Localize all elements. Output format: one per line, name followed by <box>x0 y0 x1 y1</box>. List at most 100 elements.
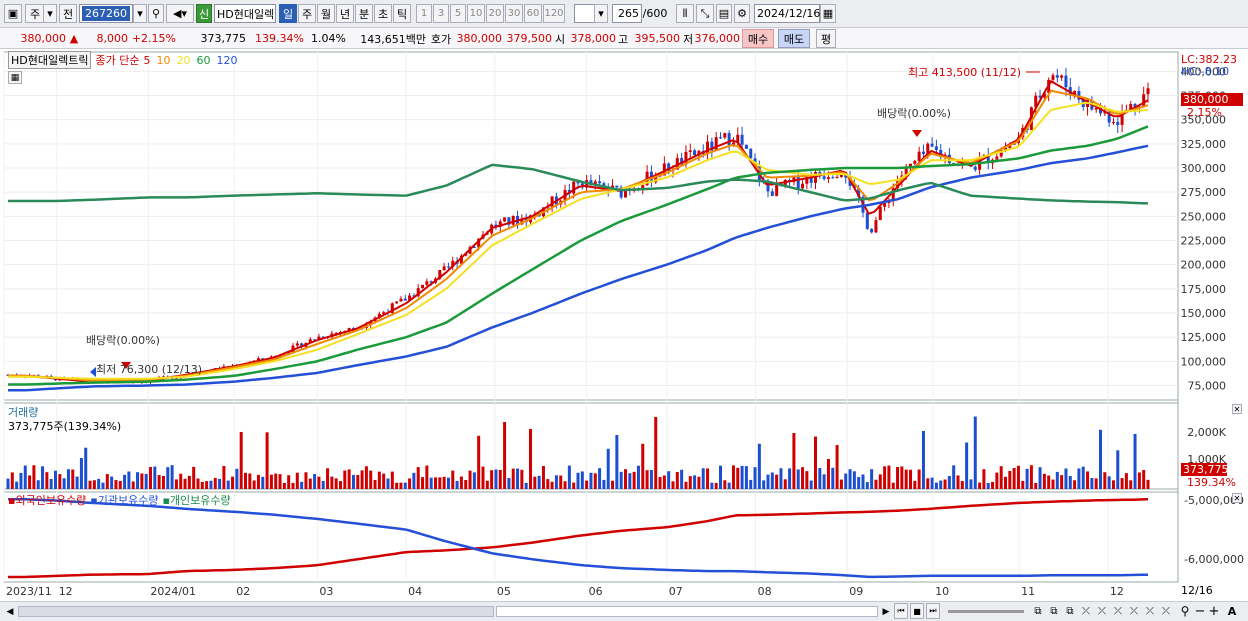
volume-bar <box>356 475 360 489</box>
flat-button[interactable]: 평 <box>816 29 836 48</box>
period-button-4[interactable]: 분 <box>355 4 373 23</box>
sound-icon[interactable]: ◀▾ <box>166 4 194 23</box>
volume-bar <box>706 468 710 489</box>
date-input[interactable]: 2024/12/16 <box>754 4 820 23</box>
zoom-in-icon[interactable]: + <box>1208 603 1220 619</box>
close-icon[interactable]: ✕ <box>1232 404 1242 414</box>
interval-button-120[interactable]: 120 <box>543 4 565 23</box>
candle-body <box>408 295 412 301</box>
volume-bar <box>218 478 222 489</box>
scroll-right-icon[interactable]: ▶ <box>882 606 890 617</box>
volume-bar <box>425 465 429 489</box>
candle-body <box>740 134 744 145</box>
zoom-in-search-icon[interactable]: ⚲ <box>1180 604 1190 618</box>
search-icon[interactable]: ⚲ <box>148 4 164 23</box>
volume-bar <box>334 478 338 489</box>
indicator-icon[interactable]: ⤫ <box>1098 605 1106 617</box>
chevron-down-icon[interactable]: ▾ <box>43 4 57 23</box>
indicator-icon[interactable]: ⤫ <box>1114 605 1122 617</box>
scroll-left-icon[interactable]: ◀ <box>6 606 14 617</box>
copy-icon[interactable]: ⧉ <box>1050 605 1058 617</box>
gear-icon[interactable]: ⚙ <box>734 4 750 23</box>
y-tick-label: 125,000 <box>1181 331 1227 344</box>
volume-bar <box>822 474 826 489</box>
stop-icon[interactable]: ■ <box>910 603 924 619</box>
volume-bar <box>563 481 567 489</box>
volume-bar <box>719 465 722 489</box>
zoom-out-icon[interactable]: − <box>1194 603 1206 619</box>
chevron-down-icon[interactable]: ▾ <box>133 4 147 23</box>
count-input[interactable]: 265 <box>612 4 642 23</box>
volume-bar <box>731 465 735 489</box>
period-button-1[interactable]: 주 <box>298 4 316 23</box>
interval-button-30[interactable]: 30 <box>505 4 523 23</box>
candle-body <box>321 336 325 338</box>
buy-button[interactable]: 매수 <box>742 29 774 48</box>
indicator-icon[interactable]: ⤫ <box>1162 605 1170 617</box>
scroll-track[interactable] <box>18 606 494 617</box>
high: 395,500 <box>634 32 681 45</box>
candle-body <box>442 266 446 271</box>
save-icon[interactable]: ▤ <box>716 4 732 23</box>
close-icon[interactable]: ✕ <box>1232 493 1242 503</box>
period-button-0[interactable]: 일 <box>279 4 297 23</box>
pct: +2.15% <box>131 32 176 45</box>
y-ticks: 400,000375,000350,000325,000300,000275,0… <box>1181 65 1245 566</box>
volume-bar <box>529 429 532 489</box>
draw-tool-icon[interactable]: ⤡ <box>696 4 714 23</box>
interval-button-1[interactable]: 1 <box>416 4 432 23</box>
indicator-icon[interactable]: ⤫ <box>1146 605 1154 617</box>
period-button-6[interactable]: 틱 <box>393 4 411 23</box>
candle-body <box>775 183 779 196</box>
candle-icon[interactable]: ⫴ <box>676 4 694 23</box>
indicator-icon[interactable]: ⤫ <box>1082 605 1090 617</box>
holding-tick-label: -5,000,000 <box>1184 494 1244 507</box>
indicator-icon[interactable]: ⤫ <box>1130 605 1138 617</box>
ma-legend: 5 10 20 60 120 <box>143 54 237 67</box>
first-icon[interactable]: ⏮ <box>894 603 908 619</box>
sell-button[interactable]: 매도 <box>778 29 810 48</box>
period-button-5[interactable]: 초 <box>374 4 392 23</box>
high-annotation: 최고 413,500 (11/12) <box>908 66 1021 79</box>
candle-body <box>826 177 830 179</box>
volume-bar <box>1146 479 1150 489</box>
stock-label[interactable]: HD현대일렉트릭 <box>8 51 92 69</box>
table-icon[interactable]: ▦ <box>8 71 22 84</box>
volume-bar <box>347 469 351 489</box>
interval-button-20[interactable]: 20 <box>486 4 504 23</box>
volume-bar <box>32 465 36 489</box>
volume-bar <box>343 470 347 489</box>
calendar-icon[interactable]: ▦ <box>820 4 836 23</box>
open: 378,000 <box>570 32 617 45</box>
candle-body <box>317 336 321 340</box>
copy-icon[interactable]: ⧉ <box>1066 605 1074 617</box>
scroll-bar[interactable]: ◀ ▶ ⏮ ■ ⏭ ⧉ ⧉ ⧉ ⤫ ⤫ ⤫ ⤫ ⤫ ⤫ ⚲ − + A <box>0 601 1248 621</box>
type-select-2[interactable]: 전 <box>59 4 77 23</box>
period-button-2[interactable]: 월 <box>317 4 335 23</box>
volume-bar <box>429 477 433 489</box>
volume-bar <box>710 482 714 489</box>
volume-bar <box>965 442 969 489</box>
interval-button-60[interactable]: 60 <box>524 4 542 23</box>
volume-bar <box>934 482 938 489</box>
interval-button-3[interactable]: 3 <box>433 4 449 23</box>
x-tick-label: 04 <box>408 585 422 598</box>
volume-bar <box>1094 478 1098 489</box>
code-input[interactable]: 267260 <box>79 4 133 23</box>
font-icon[interactable]: A <box>1227 604 1237 618</box>
copy-icon[interactable]: ⧉ <box>1034 605 1042 617</box>
interval-button-10[interactable]: 10 <box>467 4 485 23</box>
hoga-label: 호가 <box>430 32 452 46</box>
candle-body <box>930 143 934 147</box>
period-button-3[interactable]: 년 <box>336 4 354 23</box>
last-icon[interactable]: ⏭ <box>926 603 940 619</box>
zoom-slider[interactable] <box>948 610 1024 613</box>
interval-button-5[interactable]: 5 <box>450 4 466 23</box>
x-tick-label: 11 <box>1021 585 1035 598</box>
layout-icon[interactable]: ▣ <box>4 4 22 23</box>
volume-bar <box>645 470 649 489</box>
chevron-down-icon[interactable]: ▾ <box>594 4 608 23</box>
volume-bar <box>611 480 615 489</box>
scroll-thumb[interactable] <box>496 606 878 617</box>
